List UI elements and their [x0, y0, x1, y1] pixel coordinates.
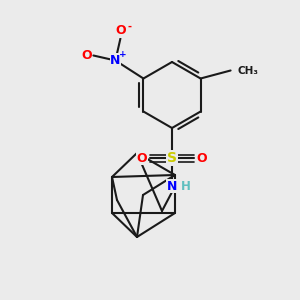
Text: O: O [197, 152, 207, 164]
Text: -: - [128, 22, 131, 32]
Text: H: H [181, 179, 191, 193]
Text: S: S [167, 151, 177, 165]
Text: O: O [81, 49, 92, 62]
Text: N: N [167, 179, 177, 193]
Text: O: O [137, 152, 147, 164]
Text: O: O [115, 24, 126, 37]
Text: N: N [110, 54, 121, 67]
Text: CH₃: CH₃ [238, 65, 259, 76]
Text: +: + [118, 50, 126, 59]
